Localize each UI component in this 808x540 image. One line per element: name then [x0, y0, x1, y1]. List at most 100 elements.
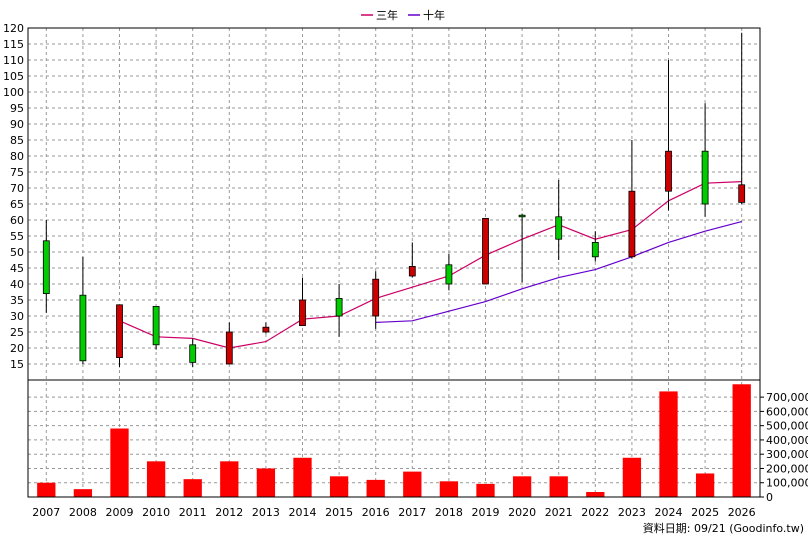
- candle-body: [701, 150, 709, 205]
- price-tick-label: 90: [10, 118, 24, 131]
- candle-body: [482, 217, 489, 285]
- price-tick-label: 120: [3, 22, 24, 35]
- volume-tick-label: 100,000: [766, 477, 808, 490]
- x-tick-label: 2011: [179, 506, 207, 519]
- volume-bar: [110, 428, 129, 497]
- price-tick-label: 85: [10, 134, 24, 147]
- candle-body: [335, 297, 343, 317]
- candle-body: [372, 278, 380, 317]
- candle-body: [189, 344, 197, 363]
- x-tick-label: 2026: [728, 506, 756, 519]
- candle-body: [42, 240, 50, 295]
- price-tick-label: 100: [3, 86, 24, 99]
- price-tick-label: 50: [10, 246, 24, 259]
- x-tick-label: 2020: [508, 506, 536, 519]
- price-tick-label: 55: [10, 230, 24, 243]
- candle-body: [116, 304, 123, 358]
- volume-tick-label: 300,000: [766, 448, 808, 461]
- volume-bar: [329, 476, 349, 497]
- volume-bar: [256, 468, 276, 497]
- candle-body: [738, 184, 746, 203]
- volume-bar: [622, 457, 642, 497]
- x-tick-label: 2013: [252, 506, 280, 519]
- volume-bar: [732, 384, 751, 497]
- price-tick-label: 60: [10, 214, 24, 227]
- candle-body: [79, 294, 87, 362]
- volume-bar: [439, 481, 459, 497]
- volume-bar: [366, 479, 385, 497]
- volume-tick-label: 700,000: [766, 391, 808, 404]
- legend-label-10yr: 十年: [423, 8, 445, 22]
- volume-bar: [37, 482, 56, 497]
- price-tick-label: 40: [10, 278, 24, 291]
- volume-bar: [293, 457, 312, 497]
- x-tick-label: 2025: [691, 506, 719, 519]
- x-tick-label: 2007: [32, 506, 60, 519]
- volume-bar: [512, 476, 532, 497]
- price-tick-label: 115: [3, 38, 24, 51]
- x-tick-label: 2012: [215, 506, 243, 519]
- candle-body: [225, 331, 233, 365]
- candle-body: [555, 216, 563, 240]
- x-tick-label: 2008: [69, 506, 97, 519]
- volume-tick-label: 600,000: [766, 405, 808, 418]
- x-tick-label: 2019: [472, 506, 500, 519]
- x-tick-label: 2009: [106, 506, 134, 519]
- price-tick-label: 45: [10, 262, 24, 275]
- price-tick-label: 70: [10, 182, 24, 195]
- volume-bar: [403, 471, 422, 497]
- legend-label-3yr: 三年: [376, 8, 398, 22]
- price-tick-label: 105: [3, 70, 24, 83]
- candle-body: [299, 299, 306, 327]
- candle-body: [262, 326, 270, 333]
- volume-frame: [27, 379, 761, 498]
- x-tick-label: 2010: [142, 506, 170, 519]
- price-tick-label: 25: [10, 326, 24, 339]
- candle-body: [591, 241, 599, 258]
- x-tick-label: 2023: [618, 506, 646, 519]
- price-tick-label: 30: [10, 310, 24, 323]
- x-tick-label: 2015: [325, 506, 353, 519]
- x-tick-label: 2017: [398, 506, 426, 519]
- price-tick-label: 65: [10, 198, 24, 211]
- x-tick-label: 2018: [435, 506, 463, 519]
- x-axis: 2007 2008 2009 2010 2011 2012 2013 2014 2015 2016…: [32, 506, 755, 519]
- candle-body: [445, 264, 453, 285]
- volume-tick-label: 0: [766, 491, 773, 504]
- price-tick-label: 75: [10, 166, 24, 179]
- volume-tick-label: 400,000: [766, 434, 808, 447]
- ma-line-10yr: [375, 221, 742, 323]
- price-panel: 15 20 25 30 35 40 45 50 55 60 65 70 75 80 85 90 95 100 105…: [3, 22, 761, 497]
- price-tick-label: 80: [10, 150, 24, 163]
- price-tick-label: 35: [10, 294, 24, 307]
- volume-bar: [220, 461, 239, 497]
- x-tick-label: 2024: [655, 506, 683, 519]
- volume-bar: [183, 479, 202, 497]
- candle-body: [628, 190, 636, 258]
- volume-bar: [146, 461, 166, 497]
- x-tick-label: 2014: [289, 506, 317, 519]
- legend: 三年 十年: [361, 8, 445, 22]
- ma-line-3yr: [119, 181, 742, 349]
- volume-tick-label: 500,000: [766, 420, 808, 433]
- volume-tick-label: 200,000: [766, 462, 808, 475]
- volume-bar: [695, 473, 715, 497]
- price-tick-label: 20: [10, 342, 24, 355]
- volume-bar: [659, 391, 678, 497]
- volume-bar: [476, 483, 495, 497]
- candle-body: [152, 305, 160, 346]
- x-tick-label: 2021: [545, 506, 573, 519]
- price-tick-label: 110: [3, 54, 24, 67]
- price-tick-label: 95: [10, 102, 24, 115]
- volume-bar: [73, 489, 93, 497]
- volume-bar: [586, 492, 605, 497]
- candle-body: [665, 150, 672, 192]
- x-tick-label: 2016: [362, 506, 390, 519]
- candle-body: [518, 214, 526, 218]
- footer-source: 資料日期: 09/21 (Goodinfo.tw): [643, 521, 804, 535]
- price-tick-label: 15: [10, 358, 24, 371]
- candle-body: [408, 265, 416, 277]
- x-tick-label: 2022: [581, 506, 609, 519]
